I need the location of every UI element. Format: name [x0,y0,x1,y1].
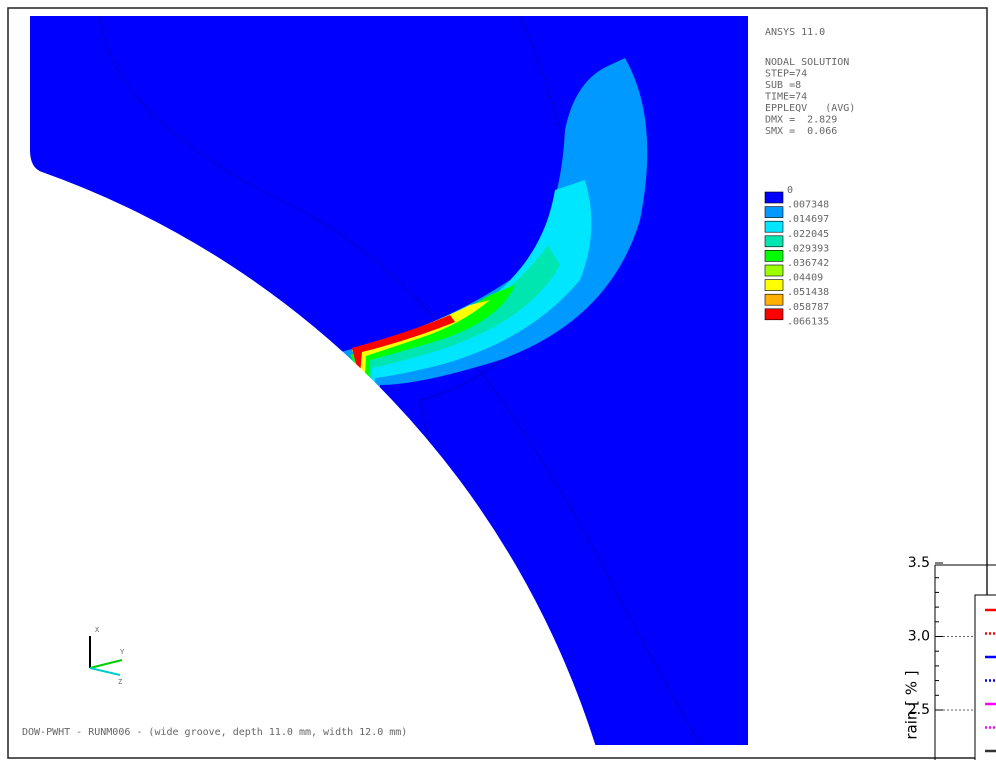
legend-label: .007348 [787,200,829,211]
legend-swatch [765,236,783,247]
legend-label: .029393 [787,243,829,254]
legend-swatch [765,221,783,232]
contour-plot [30,16,748,760]
legend-label: .022045 [787,229,829,240]
legend-swatch [765,207,783,218]
header-line: TIME=74 [765,92,807,103]
legend-label: .066135 [787,316,829,327]
legend-swatch [765,309,783,320]
header-line: SUB =8 [765,80,801,91]
header-line: NODAL SOLUTION [765,57,849,68]
y-tick-label: 3.0 [908,629,930,645]
legend-label: .058787 [787,302,829,313]
legend-label: .036742 [787,258,829,269]
legend-label: 0 [787,185,793,196]
legend-swatch [765,250,783,261]
legend-label: .051438 [787,287,829,298]
legend-swatch [765,192,783,203]
legend-swatch [765,280,783,291]
header-line: EPPLEQV (AVG) [765,103,855,114]
program-title: ANSYS 11.0 [765,27,825,38]
header-line: SMX = 0.066 [765,126,837,137]
y-tick-label: 2.5 [908,702,930,718]
header-line: STEP=74 [765,69,807,80]
legend-swatch [765,265,783,276]
screenshot: X Y Z DOW-PWHT - RUNM006 - (wide groove,… [0,0,996,760]
legend-label: .04409 [787,273,823,284]
footer: DOW-PWHT - RUNM006 - (wide groove, depth… [22,727,407,738]
header-line: DMX = 2.829 [765,115,837,126]
triad-label: Z [118,678,122,686]
y-tick-label: 3.5 [908,555,930,571]
legend-swatch [765,294,783,305]
legend-label: .014697 [787,214,829,225]
inset-legend [975,595,996,760]
